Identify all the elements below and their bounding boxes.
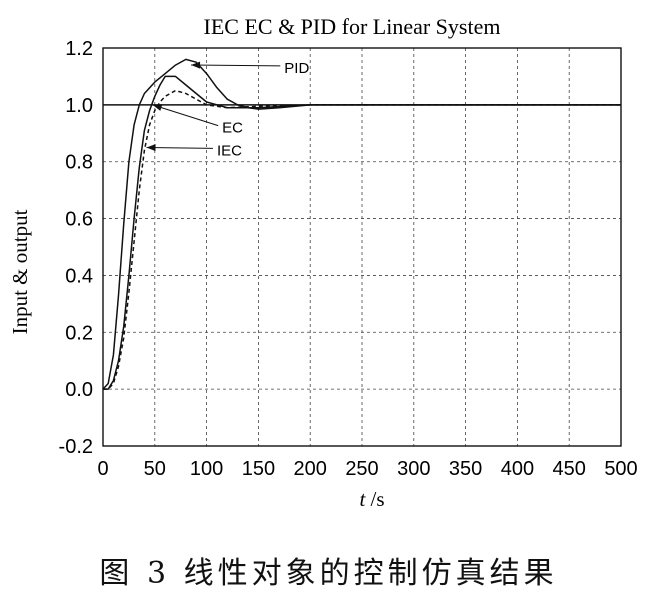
y-tick-label: 0.4 (65, 265, 93, 287)
annotation-arrowhead (146, 144, 156, 152)
x-tick-label: 250 (345, 458, 378, 480)
annotations: PID EC IEC (146, 60, 309, 159)
x-tick-label: 350 (449, 458, 482, 480)
tick-labels: 0 50 100 150 200 250 300 350 400 450 500 -0.2 0.0 0.2… (59, 38, 638, 480)
annotation-arrowhead (191, 61, 201, 69)
series-line-pid (102, 58, 621, 390)
y-axis-label: Input & output (8, 209, 32, 334)
x-tick-label: 150 (242, 458, 275, 480)
x-tick-label: 300 (397, 458, 430, 480)
annotation-label-pid: PID (284, 60, 309, 77)
x-tick-label: 500 (604, 458, 637, 480)
y-tick-label: 0.0 (65, 379, 93, 401)
line-chart: IEC EC & PID for Linear System PIDECIEC … (8, 14, 638, 511)
figure-caption: 图 3 线性对象的控制仿真结果 (99, 556, 558, 591)
x-tick-label: 100 (190, 458, 223, 480)
annotation-arrow-iec (146, 147, 213, 149)
x-tick-label: 450 (553, 458, 586, 480)
y-tick-label: 0.8 (65, 152, 93, 174)
x-tick-label: 50 (144, 458, 166, 480)
annotation-arrow-pid (191, 64, 281, 67)
x-tick-label: 0 (97, 458, 108, 480)
y-tick-label: 0.2 (65, 322, 93, 344)
y-tick-label: -0.2 (59, 436, 93, 458)
grid (103, 48, 621, 446)
y-tick-label: 0.6 (65, 209, 93, 231)
x-axis-label-variable: t (359, 487, 366, 511)
x-axis-label: t /s (359, 487, 384, 511)
x-tick-label: 200 (294, 458, 327, 480)
annotation-arrow-ec (152, 104, 219, 127)
y-tick-label: 1.0 (65, 95, 93, 117)
chart-title: IEC EC & PID for Linear System (204, 14, 501, 39)
annotation-arrowhead (152, 104, 163, 111)
series-line-ec (103, 75, 621, 390)
x-axis-label-unit: /s (365, 487, 384, 511)
annotation-label-iec: IEC (217, 142, 242, 159)
y-tick-label: 1.2 (65, 38, 93, 60)
annotation-label-ec: EC (222, 120, 243, 137)
x-tick-label: 400 (501, 458, 534, 480)
plot-frame (102, 47, 622, 447)
